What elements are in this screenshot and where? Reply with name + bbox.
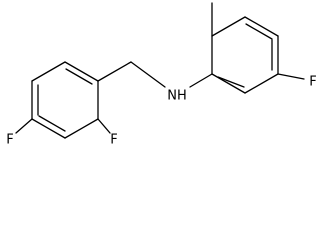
atom-label: F [110, 133, 117, 148]
atom-label: F [6, 133, 13, 148]
bonds [15, 2, 305, 134]
right-ring [211, 16, 279, 94]
left-ring [31, 61, 99, 139]
atom-label: F [309, 75, 316, 90]
atom-label: NH [167, 89, 187, 104]
molecule-diagram: F F NH F [6, 2, 317, 148]
